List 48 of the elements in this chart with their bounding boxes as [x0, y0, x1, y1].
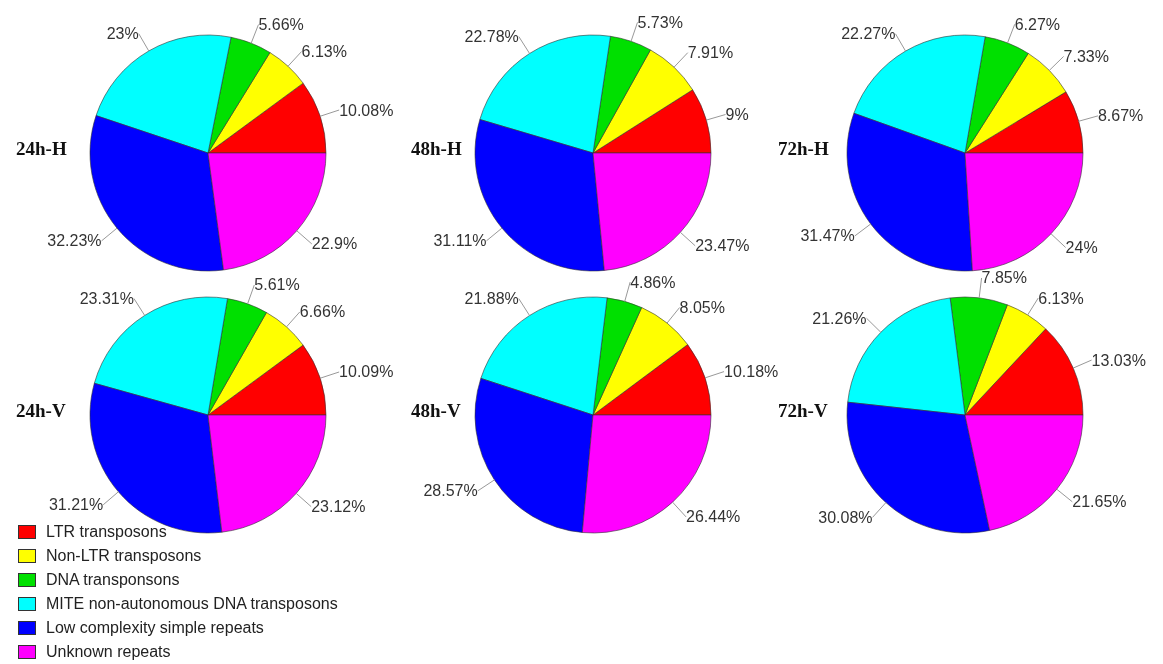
legend-label: MITE non-autonomous DNA transposons	[46, 595, 338, 613]
data-label: 8.05%	[679, 299, 725, 317]
data-label: 22.78%	[464, 28, 519, 46]
data-label: 6.13%	[1038, 289, 1084, 307]
data-label: 23.47%	[695, 237, 750, 255]
data-label: 10.09%	[339, 363, 394, 381]
legend-label: Unknown repeats	[46, 643, 171, 661]
text: 72h-H	[778, 138, 829, 160]
data-label: 21.65%	[1072, 493, 1127, 511]
legend-label: Non-LTR transposons	[46, 547, 202, 565]
text: 24h-H	[16, 138, 67, 160]
data-label: 23.12%	[311, 498, 366, 516]
text: 48h-V	[411, 400, 461, 422]
data-label: 6.27%	[1014, 15, 1061, 33]
text: 48h-H	[411, 138, 462, 160]
data-label: 6.66%	[299, 303, 346, 321]
data-label: 26.44%	[686, 508, 741, 526]
data-label: 8.67%	[1097, 107, 1144, 125]
data-label: 24%	[1065, 238, 1098, 256]
data-label: 23.31%	[79, 290, 134, 308]
data-label: 31.11%	[433, 232, 487, 250]
legend-label: LTR transposons	[46, 523, 167, 541]
legend-label: DNA transponsons	[46, 571, 180, 589]
data-label: 7.91%	[687, 44, 734, 62]
data-label: 28.57%	[423, 482, 478, 500]
data-label: 7.33%	[1063, 47, 1109, 65]
data-label: 21.88%	[464, 290, 519, 308]
data-label: 32.23%	[47, 232, 102, 250]
text: 72h-V	[778, 400, 828, 422]
legend-label: Low complexity simple repeats	[46, 619, 264, 637]
data-label: 22.27%	[841, 25, 896, 43]
data-label: 13.03%	[1091, 351, 1146, 369]
data-label: 5.66%	[258, 16, 304, 34]
data-label: 5.61%	[254, 276, 300, 294]
data-label: 30.08%	[818, 508, 873, 526]
text: 24h-V	[16, 400, 66, 422]
data-label: 10.08%	[339, 101, 394, 119]
data-label: 4.86%	[630, 273, 676, 291]
data-label: 6.13%	[301, 43, 347, 61]
data-label: 23%	[106, 25, 139, 43]
data-label: 10.18%	[724, 363, 779, 381]
data-label: 21.26%	[812, 309, 867, 327]
data-label: 7.85%	[981, 269, 1027, 287]
data-label: 22.9%	[311, 235, 358, 253]
data-label: 31.21%	[48, 496, 104, 514]
data-label: 5.73%	[637, 13, 683, 31]
data-label: 31.47%	[800, 227, 855, 245]
data-label: 9%	[725, 106, 749, 123]
